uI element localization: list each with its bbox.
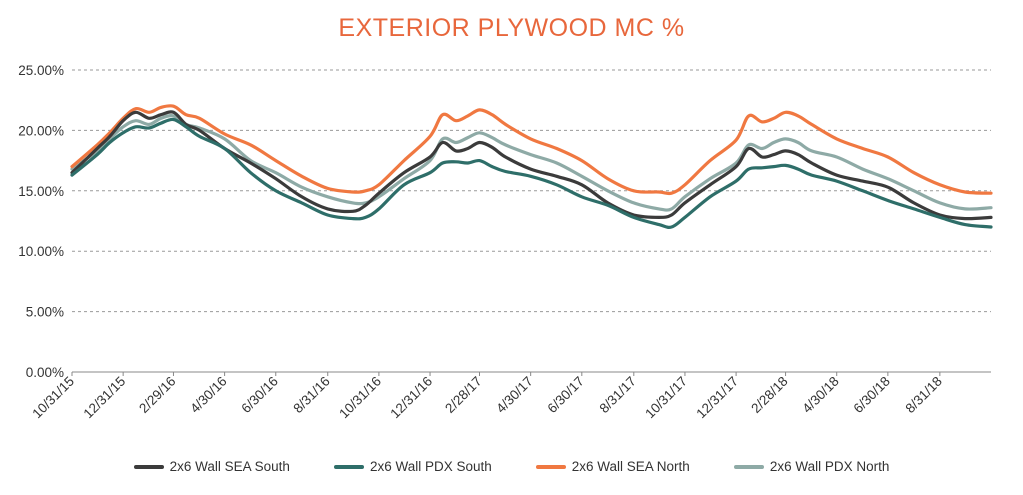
x-tick-label: 4/30/16 [187, 374, 229, 416]
legend-label: 2x6 Wall SEA North [571, 459, 690, 474]
legend-item: 2x6 Wall SEA South [133, 459, 290, 474]
chart-legend: 2x6 Wall SEA South 2x6 Wall PDX South 2x6 … [0, 459, 1023, 474]
x-tick-label: 2/29/16 [136, 374, 178, 416]
grid-lines [72, 69, 991, 373]
x-tick-label: 6/30/17 [544, 374, 586, 416]
x-tick-label: 10/31/15 [29, 374, 77, 422]
legend-swatch [333, 464, 364, 469]
x-tick-label: 6/30/18 [851, 374, 893, 416]
legend-item: 2x6 Wall PDX North [733, 459, 890, 474]
x-tick-label: 10/31/17 [642, 374, 690, 422]
series-lines [70, 104, 993, 229]
legend-label: 2x6 Wall SEA South [169, 459, 290, 474]
chart-title: EXTERIOR PLYWOOD MC % [338, 14, 685, 42]
y-axis-ticks: 0.00% 5.00% 10.00% 15.00% 20.00% 25.00% [18, 63, 64, 380]
y-tick-label: 0.00% [26, 365, 64, 380]
y-tick-label: 25.00% [18, 63, 64, 78]
y-tick-label: 15.00% [18, 184, 64, 199]
series-line-2x6-wall-pdx-south [70, 117, 993, 229]
x-tick-label: 12/31/15 [80, 374, 128, 422]
legend-swatch [535, 464, 566, 469]
series-line-2x6-wall-sea-south [70, 110, 993, 221]
x-tick-label: 2/28/18 [748, 374, 790, 416]
series-line-2x6-wall-pdx-north [70, 114, 993, 212]
legend-swatch [133, 464, 164, 469]
y-tick-label: 20.00% [18, 123, 64, 138]
x-tick-label: 12/31/16 [387, 374, 435, 422]
x-tick-label: 10/31/16 [336, 374, 384, 422]
legend-label: 2x6 Wall PDX South [369, 459, 492, 474]
x-tick-label: 4/30/17 [493, 374, 535, 416]
legend-item: 2x6 Wall SEA North [535, 459, 690, 474]
x-axis-ticks: 10/31/15 12/31/15 2/29/16 4/30/16 6/30/16 8/3… [29, 372, 945, 421]
x-tick-label: 2/28/17 [442, 374, 484, 416]
series-line-2x6-wall-sea-north [70, 104, 993, 196]
x-tick-label: 8/31/16 [290, 374, 332, 416]
y-tick-label: 5.00% [26, 305, 64, 320]
x-tick-label: 12/31/17 [693, 374, 741, 422]
x-tick-label: 8/31/18 [903, 374, 945, 416]
x-tick-label: 4/30/18 [799, 374, 841, 416]
legend-label: 2x6 Wall PDX North [769, 459, 890, 474]
x-tick-label: 8/31/17 [596, 374, 638, 416]
legend-item: 2x6 Wall PDX South [333, 459, 492, 474]
y-tick-label: 10.00% [18, 244, 64, 259]
legend-swatch [733, 464, 764, 469]
x-tick-label: 6/30/16 [238, 374, 280, 416]
